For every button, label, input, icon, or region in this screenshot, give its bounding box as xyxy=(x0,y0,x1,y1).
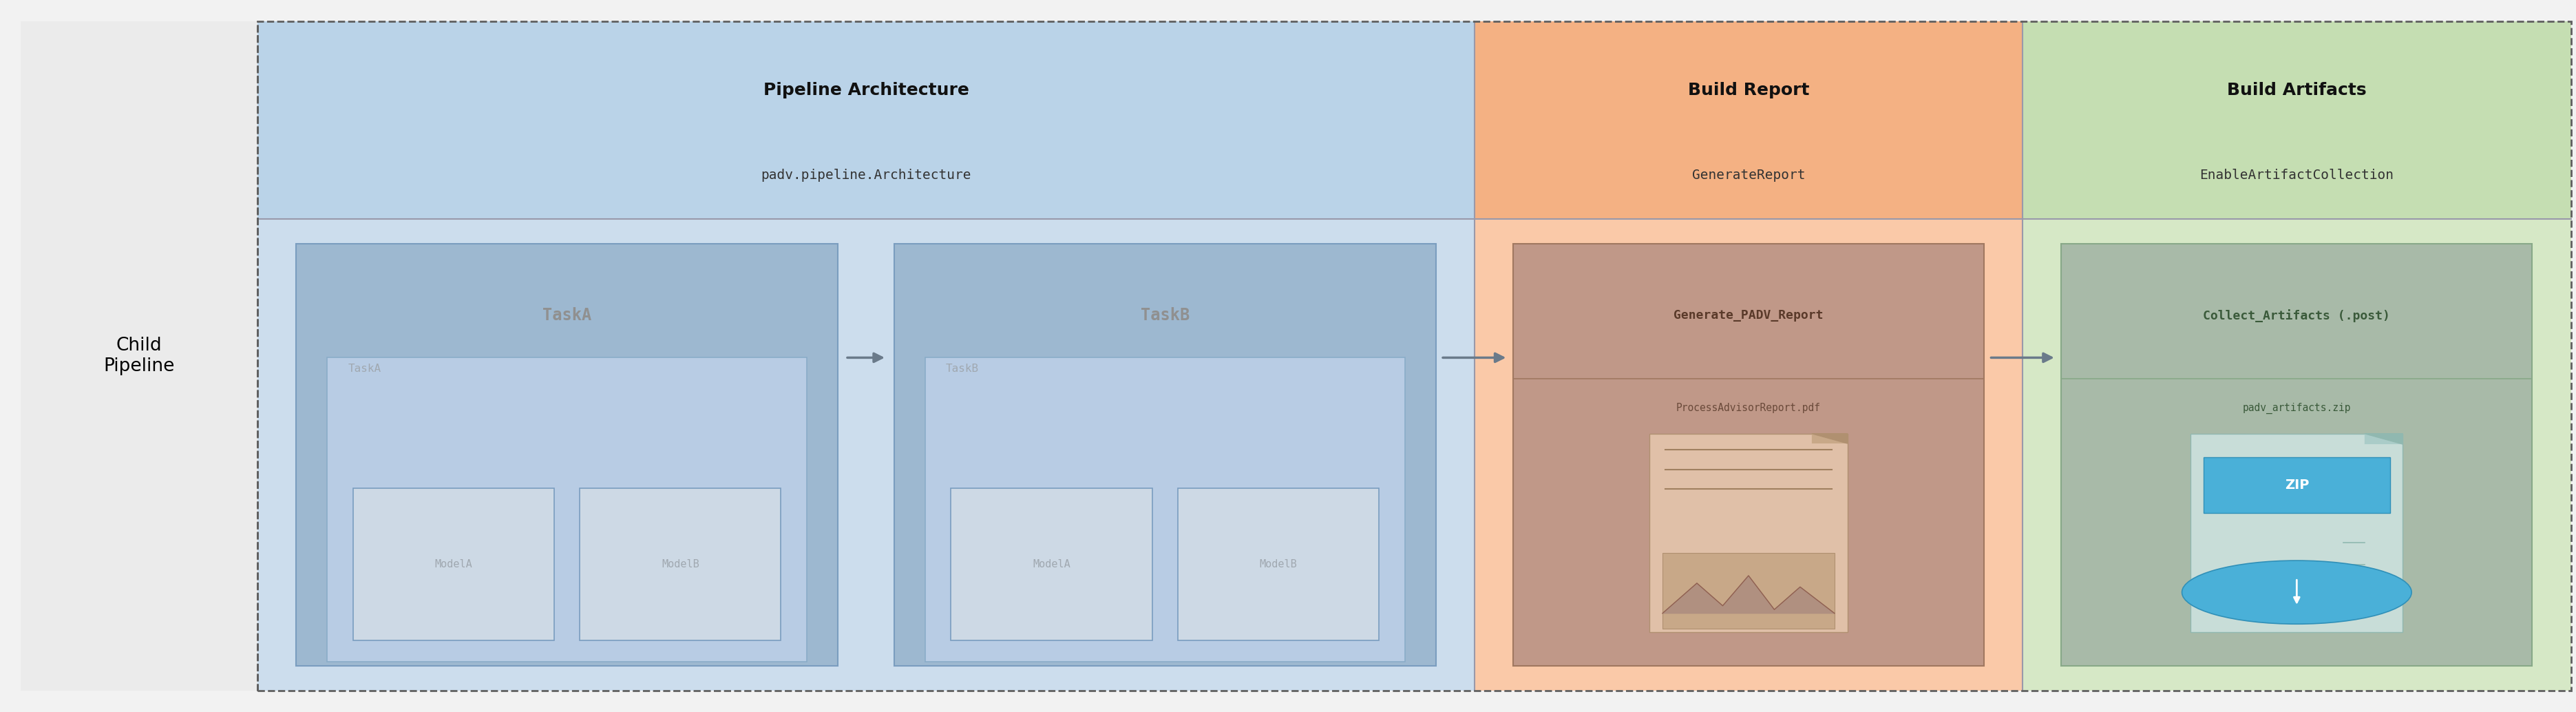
Text: EnableArtifactCollection: EnableArtifactCollection xyxy=(2200,169,2393,182)
Bar xyxy=(258,219,1473,691)
Bar xyxy=(296,244,837,666)
Text: Child
Pipeline: Child Pipeline xyxy=(103,337,175,375)
Text: ModelA: ModelA xyxy=(435,559,471,570)
Bar xyxy=(1512,244,1984,666)
Text: padv.pipeline.Architecture: padv.pipeline.Architecture xyxy=(760,169,971,182)
Bar xyxy=(2190,434,2403,632)
Bar xyxy=(580,488,781,640)
Bar xyxy=(353,488,554,640)
Bar xyxy=(21,21,258,691)
Bar xyxy=(258,21,1473,219)
Text: ModelB: ModelB xyxy=(1260,559,1298,570)
Polygon shape xyxy=(2365,434,2403,444)
Bar xyxy=(1473,21,2022,219)
Text: ProcessAdvisorReport.pdf: ProcessAdvisorReport.pdf xyxy=(1677,403,1821,414)
Text: TaskB: TaskB xyxy=(1141,307,1190,324)
Bar xyxy=(1473,219,2022,691)
Text: ModelA: ModelA xyxy=(1033,559,1072,570)
Bar xyxy=(1662,553,1834,629)
Bar xyxy=(951,488,1151,640)
Bar xyxy=(2022,219,2571,691)
Text: TaskA: TaskA xyxy=(544,307,592,324)
Bar xyxy=(2061,244,2532,666)
Polygon shape xyxy=(1811,434,1847,444)
Bar xyxy=(258,21,2571,691)
Text: TaskB: TaskB xyxy=(945,363,979,374)
Polygon shape xyxy=(1662,575,1834,613)
Bar xyxy=(2202,457,2391,513)
Bar xyxy=(894,244,1435,666)
Text: Collect_Artifacts (.post): Collect_Artifacts (.post) xyxy=(2202,309,2391,322)
Text: TaskA: TaskA xyxy=(348,363,381,374)
Bar xyxy=(2022,21,2571,219)
Bar xyxy=(1649,434,1847,632)
Bar xyxy=(1177,488,1378,640)
Bar xyxy=(925,357,1404,661)
Text: ZIP: ZIP xyxy=(2285,478,2308,492)
Text: padv_artifacts.zip: padv_artifacts.zip xyxy=(2244,403,2352,414)
Text: Generate_PADV_Report: Generate_PADV_Report xyxy=(1674,309,1824,322)
Bar xyxy=(327,357,806,661)
Text: ModelB: ModelB xyxy=(662,559,698,570)
Polygon shape xyxy=(1811,434,1847,444)
Text: Build Artifacts: Build Artifacts xyxy=(2228,82,2367,99)
Text: Pipeline Architecture: Pipeline Architecture xyxy=(762,82,969,99)
Text: GenerateReport: GenerateReport xyxy=(1692,169,1806,182)
Polygon shape xyxy=(2365,434,2403,444)
Circle shape xyxy=(2182,560,2411,624)
Text: Build Report: Build Report xyxy=(1687,82,1808,99)
